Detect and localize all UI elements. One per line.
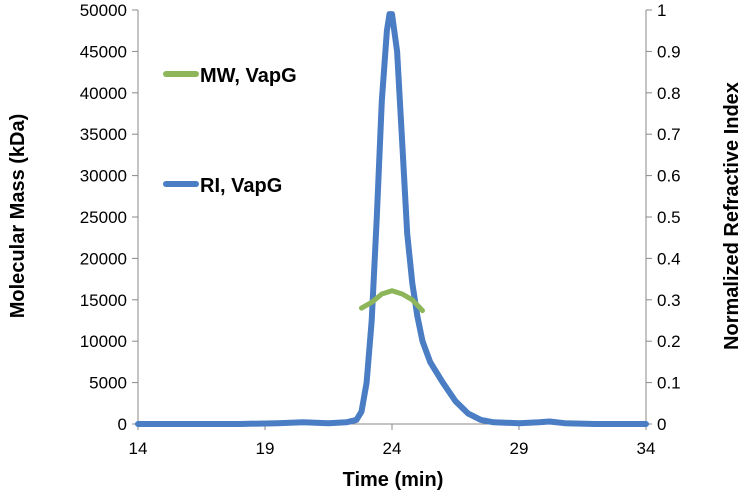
- axes: 0 5000 10000 15000 20000 25000 30000 35000 40000…: [80, 1, 681, 458]
- left-y-tick-label: 40000: [80, 84, 127, 103]
- series-layer: [135, 11, 649, 427]
- left-y-axis-title: Molecular Mass (kDa): [7, 114, 29, 319]
- left-y-tick-label: 0: [118, 415, 127, 434]
- left-y-tick-label: 20000: [80, 249, 127, 268]
- left-y-tick-label: 30000: [80, 167, 127, 186]
- x-tick-label: 29: [510, 439, 529, 458]
- left-y-tick-label: 45000: [80, 42, 127, 61]
- x-axis-title: Time (min): [343, 469, 444, 491]
- x-tick-label: 19: [256, 439, 275, 458]
- right-y-tick-label: 0.2: [657, 332, 681, 351]
- left-y-tick-label: 50000: [80, 1, 127, 20]
- right-y-tick-label: 0.4: [657, 249, 681, 268]
- left-y-tick-label: 25000: [80, 208, 127, 227]
- left-y-tick-label: 5000: [89, 374, 127, 393]
- x-tick-label: 34: [637, 439, 656, 458]
- x-tick-label: 14: [129, 439, 148, 458]
- legend: MW, VapG RI, VapG: [163, 65, 297, 197]
- right-y-tick-label: 0.1: [657, 374, 681, 393]
- left-y-tick-label: 15000: [80, 291, 127, 310]
- x-tick-label: 24: [383, 439, 402, 458]
- right-y-tick-label: 0.5: [657, 208, 681, 227]
- legend-label-mw-vapg: MW, VapG: [200, 65, 297, 87]
- left-y-tick-label: 10000: [80, 332, 127, 351]
- series-line-mw-vapg: [359, 288, 425, 314]
- right-y-tick-label: 0.8: [657, 84, 681, 103]
- right-y-tick-label: 0.7: [657, 125, 681, 144]
- legend-label-ri-vapg: RI, VapG: [200, 175, 282, 197]
- left-y-tick-label: 35000: [80, 125, 127, 144]
- right-y-tick-label: 1: [657, 1, 666, 20]
- right-y-tick-label: 0.3: [657, 291, 681, 310]
- right-y-axis-title: Normalized Refractive Index: [721, 82, 743, 350]
- right-y-tick-label: 0: [657, 415, 666, 434]
- right-y-tick-label: 0.9: [657, 42, 681, 61]
- right-y-tick-label: 0.6: [657, 167, 681, 186]
- series-line-ri-vapg: [135, 11, 649, 427]
